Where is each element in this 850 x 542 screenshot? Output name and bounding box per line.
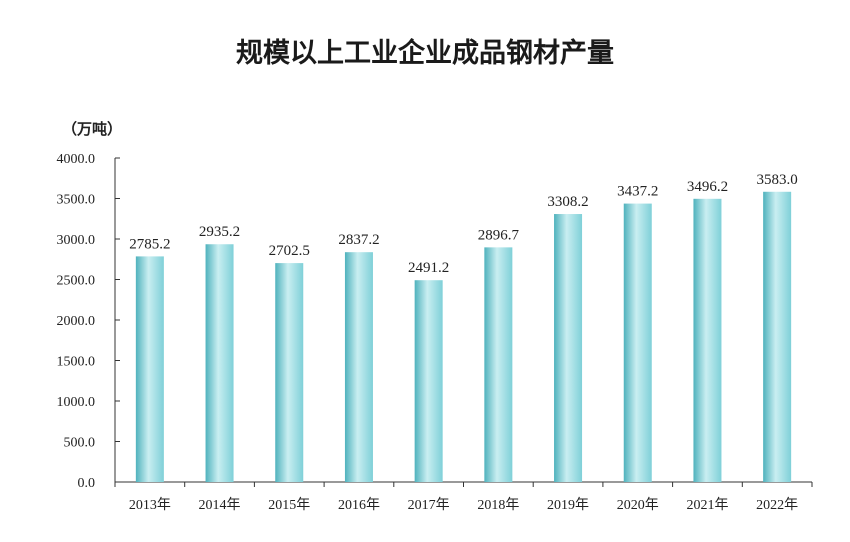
y-tick-label: 0.0 [78, 476, 96, 491]
y-tick-label: 2000.0 [57, 314, 96, 329]
x-tick-label: 2015年 [268, 497, 310, 513]
x-tick-label: 2013年 [129, 497, 171, 513]
y-axis-unit-label: （万吨） [62, 120, 122, 138]
x-tick-label: 2019年 [547, 497, 589, 513]
data-label: 3437.2 [617, 184, 658, 200]
y-tick-label: 3000.0 [57, 233, 96, 248]
data-label: 2837.2 [338, 232, 379, 248]
y-tick-label: 500.0 [64, 436, 96, 451]
x-tick-label: 2016年 [338, 497, 380, 513]
data-label: 2702.5 [269, 243, 310, 259]
bar [205, 244, 234, 482]
plot-area: 0.0 500.0 1000.0 1500.0 2000.0 2500.0 3000.0 35… [57, 152, 813, 513]
bar [275, 263, 304, 482]
bar [344, 252, 373, 482]
x-tick-label: 2017年 [408, 497, 450, 513]
data-label: 2896.7 [478, 227, 520, 243]
chart-title: 规模以上工业企业成品钢材产量 [236, 37, 614, 69]
y-tick-label: 3500.0 [57, 193, 96, 208]
y-tick-label: 1000.0 [57, 395, 96, 410]
data-label: 2935.2 [199, 224, 240, 240]
data-label: 2785.2 [129, 236, 170, 252]
data-label: 3496.2 [687, 179, 728, 195]
bar [135, 256, 164, 482]
bar [554, 214, 583, 482]
bar [693, 198, 722, 482]
bar [623, 203, 652, 483]
x-tick-label: 2020年 [617, 497, 659, 513]
data-label: 3583.0 [757, 172, 798, 188]
data-label: 2491.2 [408, 260, 449, 276]
y-tick-label: 2500.0 [57, 274, 96, 289]
x-tick-label: 2021年 [686, 497, 728, 513]
y-tick-label: 1500.0 [57, 355, 96, 370]
bar [484, 247, 513, 482]
y-tick-label: 4000.0 [57, 152, 96, 167]
x-tick-label: 2014年 [199, 497, 241, 513]
bar [414, 280, 443, 482]
x-tick-label: 2022年 [756, 497, 798, 513]
bar [763, 191, 792, 483]
data-label: 3308.2 [547, 194, 588, 210]
x-tick-label: 2018年 [477, 497, 519, 513]
